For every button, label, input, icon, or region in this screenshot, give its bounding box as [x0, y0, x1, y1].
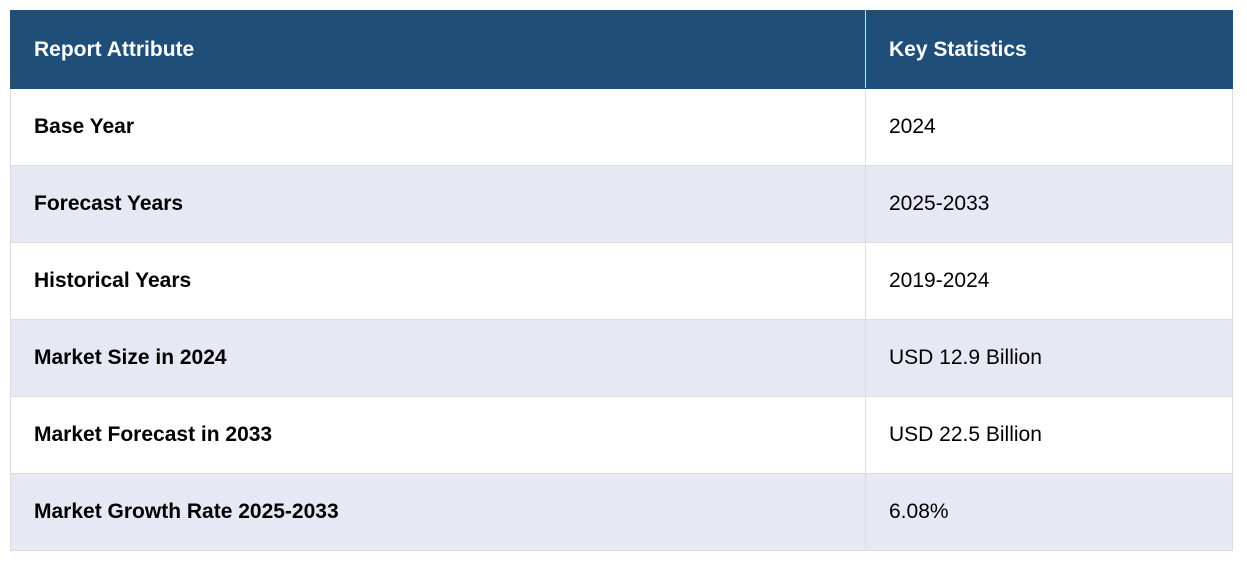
table-row: Historical Years 2019-2024 — [10, 242, 1233, 320]
table-row: Forecast Years 2025-2033 — [10, 165, 1233, 243]
row-value: 2024 — [865, 88, 1233, 166]
header-report-attribute: Report Attribute — [10, 10, 866, 89]
row-attribute: Market Size in 2024 — [10, 319, 866, 397]
table-row: Market Size in 2024 USD 12.9 Billion — [10, 319, 1233, 397]
header-row: Report Attribute Key Statistics — [10, 10, 1233, 89]
report-statistics-table: Report Attribute Key Statistics Base Yea… — [10, 10, 1233, 551]
table-row: Market Growth Rate 2025-2033 6.08% — [10, 473, 1233, 551]
row-value: 2025-2033 — [865, 165, 1233, 243]
row-attribute: Market Growth Rate 2025-2033 — [10, 473, 866, 551]
table-header: Report Attribute Key Statistics — [10, 10, 1233, 89]
row-value: USD 22.5 Billion — [865, 396, 1233, 474]
row-value: 6.08% — [865, 473, 1233, 551]
row-attribute: Forecast Years — [10, 165, 866, 243]
table-row: Base Year 2024 — [10, 88, 1233, 166]
row-attribute: Base Year — [10, 88, 866, 166]
table-row: Market Forecast in 2033 USD 22.5 Billion — [10, 396, 1233, 474]
header-key-statistics: Key Statistics — [865, 10, 1233, 89]
table-body: Base Year 2024 Forecast Years 2025-2033 … — [10, 88, 1233, 551]
row-attribute: Market Forecast in 2033 — [10, 396, 866, 474]
row-attribute: Historical Years — [10, 242, 866, 320]
row-value: USD 12.9 Billion — [865, 319, 1233, 397]
row-value: 2019-2024 — [865, 242, 1233, 320]
